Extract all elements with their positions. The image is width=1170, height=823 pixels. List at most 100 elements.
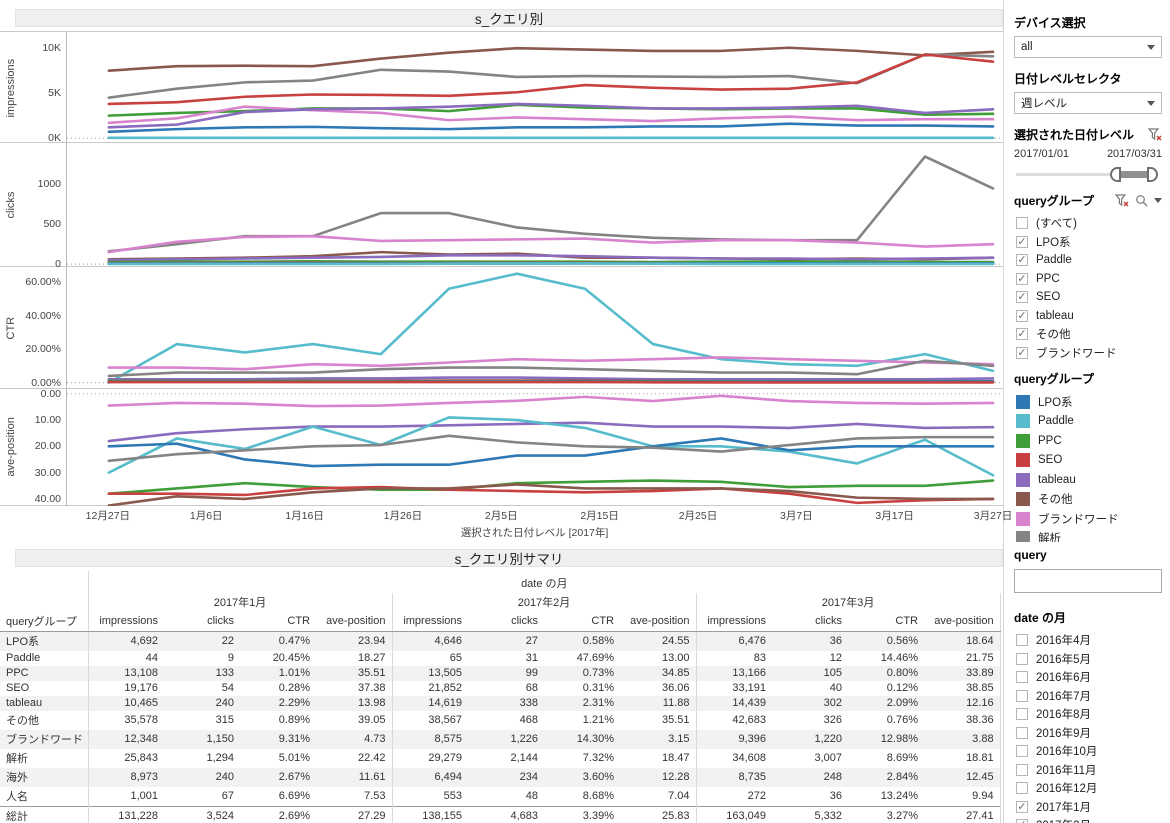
cell-value[interactable]: 0.47%: [278, 635, 310, 647]
cell-value[interactable]: 8,973: [130, 771, 158, 783]
cell-value[interactable]: 3,007: [814, 752, 842, 764]
cell-value[interactable]: 2,144: [510, 752, 538, 764]
cell-value[interactable]: 11.61: [316, 767, 393, 787]
cell-value[interactable]: 163,049: [696, 805, 772, 823]
date-month-filter-item[interactable]: 2016年5月: [1014, 650, 1162, 669]
cell-value[interactable]: 23.94: [316, 631, 393, 651]
cell-value[interactable]: 0.80%: [886, 667, 918, 679]
cell-value[interactable]: 8,575: [434, 733, 462, 745]
cell-value[interactable]: 7.04: [620, 786, 697, 806]
slider-track[interactable]: [1016, 173, 1158, 176]
cell-value[interactable]: 4,683: [468, 805, 544, 823]
checkbox[interactable]: [1016, 782, 1028, 795]
cell-value[interactable]: 14.30%: [576, 733, 614, 745]
cell-value[interactable]: 37.38: [316, 680, 393, 696]
cell-value[interactable]: 29,279: [428, 752, 462, 764]
date-month-filter-item[interactable]: 2016年7月: [1014, 687, 1162, 706]
cell-value[interactable]: 47.69%: [576, 652, 614, 664]
cell-value[interactable]: 6,494: [434, 771, 462, 783]
cell-value[interactable]: 35,578: [124, 714, 158, 726]
cell-value[interactable]: 240: [215, 771, 234, 783]
cell-value[interactable]: 12.98%: [880, 733, 918, 745]
date-month-filter-item[interactable]: 2016年12月: [1014, 779, 1162, 798]
query-group-filter-item[interactable]: ✓ LPO系: [1014, 233, 1162, 252]
query-group-filter-item[interactable]: ✓ その他: [1014, 325, 1162, 344]
cell-value[interactable]: 27: [525, 635, 538, 647]
cell-value[interactable]: 12: [829, 652, 842, 664]
legend-item[interactable]: SEO: [1014, 451, 1162, 471]
date-month-filter-item[interactable]: 2016年10月: [1014, 742, 1162, 761]
series-line-ブランドワード[interactable]: [109, 236, 993, 252]
checkbox[interactable]: ✓: [1016, 328, 1028, 341]
date-month-filter-item[interactable]: 2016年4月: [1014, 631, 1162, 650]
cell-value[interactable]: 27.41: [924, 805, 1001, 823]
cell-value[interactable]: 1,294: [206, 752, 234, 764]
date-month-filter-item[interactable]: 2016年9月: [1014, 724, 1162, 743]
cell-value[interactable]: 22.42: [316, 748, 393, 768]
cell-value[interactable]: 3.27%: [848, 805, 924, 823]
cell-value[interactable]: 22: [221, 635, 234, 647]
query-group-filter-item[interactable]: ✓ PPC: [1014, 270, 1162, 289]
legend-item[interactable]: Paddle: [1014, 412, 1162, 432]
cell-value[interactable]: 1,226: [510, 733, 538, 745]
row-label[interactable]: SEO: [0, 680, 89, 696]
row-label[interactable]: その他: [0, 710, 89, 730]
cell-value[interactable]: 0.31%: [582, 682, 614, 694]
cell-value[interactable]: 83: [753, 652, 766, 664]
cell-value[interactable]: 131,228: [88, 805, 164, 823]
cell-value[interactable]: 18.47: [620, 748, 697, 768]
checkbox[interactable]: ✓: [1016, 254, 1028, 267]
row-label[interactable]: 総計: [0, 805, 89, 823]
cell-value[interactable]: 0.76%: [886, 714, 918, 726]
cell-value[interactable]: 34,608: [732, 752, 766, 764]
cell-value[interactable]: 21,852: [428, 682, 462, 694]
cell-value[interactable]: 14.46%: [880, 652, 918, 664]
cell-value[interactable]: 138,155: [392, 805, 468, 823]
row-label[interactable]: PPC: [0, 665, 89, 681]
cell-value[interactable]: 25,843: [124, 752, 158, 764]
query-group-filter-item[interactable]: ✓ ブランドワード: [1014, 344, 1162, 363]
cell-value[interactable]: 7.53: [316, 786, 393, 806]
series-line-Paddle[interactable]: [109, 274, 993, 383]
legend-item[interactable]: tableau: [1014, 470, 1162, 490]
checkbox[interactable]: [1016, 745, 1028, 758]
checkbox[interactable]: [1016, 726, 1028, 739]
cell-value[interactable]: 0.28%: [278, 682, 310, 694]
row-label[interactable]: LPO系: [0, 631, 89, 651]
cell-value[interactable]: 3,524: [164, 805, 240, 823]
cell-value[interactable]: 68: [525, 682, 538, 694]
series-line-その他[interactable]: [109, 48, 993, 71]
checkbox[interactable]: [1016, 652, 1028, 665]
cell-value[interactable]: 18.64: [924, 631, 1001, 651]
row-label[interactable]: 海外: [0, 767, 89, 787]
series-line-解析[interactable]: [109, 436, 993, 461]
cell-value[interactable]: 5,332: [772, 805, 848, 823]
date-level-select[interactable]: 週レベル: [1014, 92, 1162, 114]
legend-item[interactable]: ブランドワード: [1014, 509, 1162, 529]
cell-value[interactable]: 1.21%: [582, 714, 614, 726]
series-line-Paddle[interactable]: [109, 417, 993, 475]
cell-value[interactable]: 8,735: [738, 771, 766, 783]
cell-value[interactable]: 44: [145, 652, 158, 664]
cell-value[interactable]: 9,396: [738, 733, 766, 745]
series-line-ブランドワード[interactable]: [109, 396, 993, 406]
cell-value[interactable]: 19,176: [124, 682, 158, 694]
date-month-filter-item[interactable]: ✓ 2017年1月: [1014, 798, 1162, 817]
row-label[interactable]: 解析: [0, 748, 89, 768]
date-month-filter-item[interactable]: ✓ 2017年2月: [1014, 816, 1162, 823]
date-month-filter-item[interactable]: 2016年6月: [1014, 668, 1162, 687]
cell-value[interactable]: 13.24%: [880, 790, 918, 802]
cell-value[interactable]: 5.01%: [278, 752, 310, 764]
legend-item[interactable]: その他: [1014, 490, 1162, 510]
series-line-ブランドワード[interactable]: [109, 357, 993, 369]
cell-value[interactable]: 2.09%: [886, 697, 918, 709]
cell-value[interactable]: 38,567: [428, 714, 462, 726]
cell-value[interactable]: 9.94: [924, 786, 1001, 806]
cell-value[interactable]: 14,439: [732, 697, 766, 709]
slider-handle-start[interactable]: [1109, 167, 1121, 182]
cell-value[interactable]: 36: [829, 635, 842, 647]
cell-value[interactable]: 1,150: [206, 733, 234, 745]
cell-value[interactable]: 13.00: [620, 650, 697, 666]
cell-value[interactable]: 0.89%: [278, 714, 310, 726]
cell-value[interactable]: 2.29%: [278, 697, 310, 709]
